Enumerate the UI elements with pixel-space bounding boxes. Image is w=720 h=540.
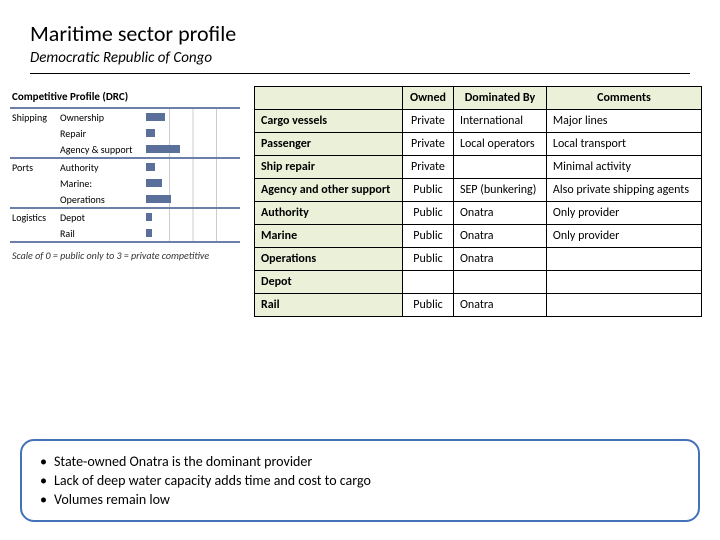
table-row: AuthorityPublicOnatraOnly provider [255,202,702,225]
cell-owned [403,271,454,294]
row-category: Operations [255,248,403,271]
summary-bullet: Lack of deep water capacity adds time an… [40,472,680,489]
cell-comments: Local transport [546,133,701,156]
mini-row-label: Marine: [58,177,146,190]
cell-comments: Minimal activity [546,156,701,179]
table-row: MarinePublicOnatraOnly provider [255,225,702,248]
cell-comments: Only provider [546,202,701,225]
table-header: Dominated By [453,87,546,110]
mini-bar [146,213,152,221]
cell-dominated-by [453,156,546,179]
table-header [255,87,403,110]
page-subtitle: Democratic Republic of Congo [30,49,720,67]
summary-bullet: Volumes remain low [40,491,680,508]
cell-comments: Only provider [546,225,701,248]
table-header: Comments [546,87,701,110]
cell-owned: Public [403,248,454,271]
table-header: Owned [403,87,454,110]
mini-row-label: Ownership [58,111,146,124]
row-category: Marine [255,225,403,248]
cell-comments: Also private shipping agents [546,179,701,202]
mini-row-label: Operations [58,193,146,206]
summary-bullet: State-owned Onatra is the dominant provi… [40,453,680,470]
mini-chart-title: Competitive Profile (DRC) [12,90,240,103]
table-row: RailPublicOnatra [255,294,702,317]
row-category: Ship repair [255,156,403,179]
cell-dominated-by: Onatra [453,248,546,271]
mini-row-label: Agency & support [58,143,146,156]
row-category: Rail [255,294,403,317]
table-row: Agency and other supportPublicSEP (bunke… [255,179,702,202]
table-row: OperationsPublicOnatra [255,248,702,271]
cell-owned: Private [403,133,454,156]
mini-bar [146,129,155,137]
cell-owned: Public [403,225,454,248]
mini-bar [146,179,162,187]
mini-group-label: Shipping [10,109,58,157]
row-category: Authority [255,202,403,225]
page-title: Maritime sector profile [30,20,720,47]
table-row: Ship repairPrivate Minimal activity [255,156,702,179]
cell-owned: Public [403,202,454,225]
cell-dominated-by: Onatra [453,225,546,248]
cell-dominated-by: International [453,110,546,133]
cell-comments [546,294,701,317]
mini-bar [146,163,155,171]
row-category: Passenger [255,133,403,156]
table-row: Cargo vesselsPrivateInternationalMajor l… [255,110,702,133]
table-row: Depot [255,271,702,294]
mini-row-label: Authority [58,161,146,174]
cell-dominated-by: Local operators [453,133,546,156]
mini-bar [146,229,152,237]
cell-dominated-by [453,271,546,294]
cell-dominated-by: Onatra [453,294,546,317]
cell-comments: Major lines [546,110,701,133]
cell-owned: Public [403,294,454,317]
mini-row-label: Repair [58,127,146,140]
mini-row-label: Depot [58,211,146,224]
mini-chart-scale-note: Scale of 0 = public only to 3 = private … [10,249,240,262]
cell-dominated-by: Onatra [453,202,546,225]
row-category: Depot [255,271,403,294]
cell-owned: Public [403,179,454,202]
mini-row-label: Rail [58,227,146,240]
cell-owned: Private [403,156,454,179]
cell-comments [546,271,701,294]
cell-dominated-by: SEP (bunkering) [453,179,546,202]
cell-comments [546,248,701,271]
row-category: Agency and other support [255,179,403,202]
mini-bar [146,195,171,203]
competitive-profile-chart: Competitive Profile (DRC) ShippingOwners… [10,86,240,317]
mini-bar [146,145,180,153]
sector-table: OwnedDominated ByComments Cargo vesselsP… [254,86,702,317]
row-category: Cargo vessels [255,110,403,133]
table-row: PassengerPrivateLocal operatorsLocal tra… [255,133,702,156]
cell-owned: Private [403,110,454,133]
summary-callout: State-owned Onatra is the dominant provi… [20,439,700,522]
mini-group-label: Ports [10,159,58,207]
mini-group-label: Logistics [10,209,58,241]
mini-bar [146,113,165,121]
